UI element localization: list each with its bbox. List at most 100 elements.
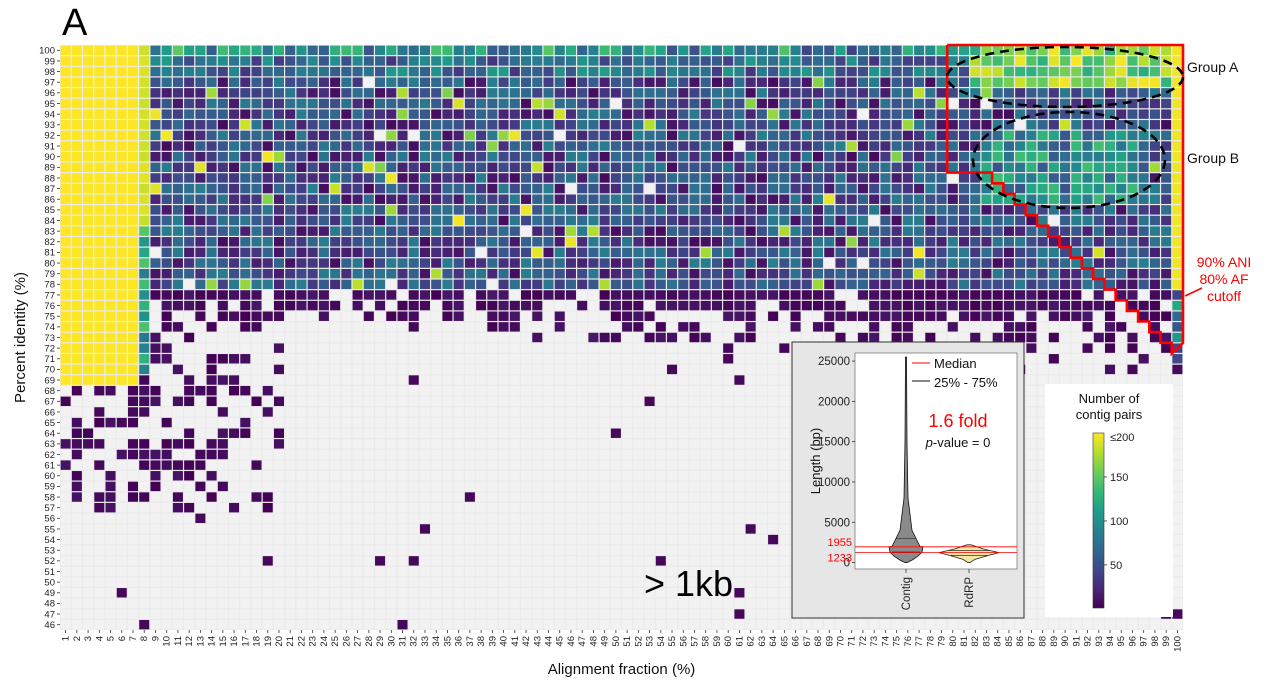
heatmap-cell [476, 247, 487, 258]
heatmap-cell [588, 290, 599, 300]
heatmap-cell [588, 322, 599, 332]
heatmap-cell [992, 162, 1003, 173]
heatmap-cell [599, 162, 610, 173]
heatmap-cell [296, 45, 307, 56]
heatmap-cell [970, 173, 981, 183]
heatmap-cell [711, 439, 722, 449]
heatmap-cell [487, 343, 498, 353]
heatmap-cell [1060, 130, 1071, 141]
heatmap-cell [195, 471, 206, 481]
heatmap-cell [206, 66, 217, 77]
heatmap-cell [509, 194, 520, 204]
heatmap-cell [296, 268, 307, 279]
heatmap-cell [981, 151, 992, 162]
heatmap-cell [1104, 332, 1116, 343]
heatmap-cell [1149, 130, 1160, 141]
heatmap-cell [1026, 237, 1037, 247]
heatmap-cell [509, 141, 520, 151]
heatmap-cell [565, 471, 576, 481]
heatmap-cell [947, 88, 958, 98]
heatmap-cell [71, 375, 82, 385]
heatmap-cell [341, 407, 352, 417]
heatmap-cell [644, 311, 655, 321]
heatmap-cell [386, 396, 397, 407]
heatmap-cell [116, 120, 127, 130]
heatmap-cell [959, 332, 970, 343]
heatmap-cell [790, 77, 801, 87]
heatmap-cell [195, 141, 206, 151]
heatmap-cell [116, 194, 127, 204]
heatmap-cell [880, 77, 891, 87]
heatmap-cell [891, 205, 902, 215]
heatmap-cell [1172, 56, 1183, 66]
heatmap-cell [521, 407, 532, 417]
heatmap-cell [599, 375, 610, 385]
heatmap-cell [1161, 226, 1172, 236]
heatmap-cell [947, 162, 958, 173]
heatmap-cell [577, 439, 588, 449]
heatmap-cell [1093, 77, 1104, 87]
heatmap-cell [577, 205, 588, 215]
heatmap-cell [341, 343, 352, 353]
heatmap-cell [655, 332, 666, 343]
heatmap-cell [700, 300, 711, 311]
heatmap-cell [588, 237, 599, 247]
heatmap-cell [925, 268, 936, 279]
heatmap-cell [60, 471, 71, 481]
heatmap-cell [891, 162, 902, 173]
heatmap-cell [846, 183, 857, 194]
heatmap-cell [914, 279, 925, 290]
heatmap-cell [431, 141, 442, 151]
heatmap-cell [756, 481, 767, 492]
heatmap-cell [453, 471, 464, 481]
heatmap-cell [71, 268, 82, 279]
heatmap-cell [936, 141, 947, 151]
heatmap-cell [577, 237, 588, 247]
heatmap-cell [240, 247, 251, 258]
heatmap-cell [419, 215, 430, 226]
heatmap-cell [801, 194, 812, 204]
heatmap-cell [273, 524, 284, 534]
heatmap-cell [184, 417, 195, 428]
heatmap-cell [880, 322, 891, 332]
heatmap-cell [1048, 45, 1059, 56]
heatmap-cell [318, 396, 329, 407]
heatmap-cell [105, 290, 116, 300]
heatmap-cell [824, 290, 835, 300]
heatmap-cell [217, 407, 228, 417]
heatmap-cell [352, 513, 363, 524]
heatmap-cell [981, 173, 992, 183]
heatmap-cell [846, 279, 857, 290]
heatmap-cell [992, 322, 1003, 332]
heatmap-cell [172, 343, 183, 353]
heatmap-cell [711, 332, 722, 343]
heatmap-cell [240, 439, 251, 449]
heatmap-cell [105, 502, 116, 513]
heatmap-cell [1127, 258, 1138, 268]
heatmap-cell [408, 545, 419, 555]
heatmap-cell [846, 268, 857, 279]
heatmap-cell [184, 66, 195, 77]
heatmap-cell [161, 449, 172, 460]
heatmap-cell [992, 268, 1003, 279]
heatmap-cell [1060, 66, 1071, 77]
heatmap-cell [813, 173, 824, 183]
heatmap-cell [330, 492, 341, 502]
heatmap-cell [83, 45, 94, 56]
heatmap-cell [442, 396, 453, 407]
heatmap-cell [880, 109, 891, 119]
heatmap-cell [464, 183, 475, 194]
heatmap-cell [386, 88, 397, 98]
heatmap-cell [622, 322, 633, 332]
heatmap-cell [184, 268, 195, 279]
heatmap-cell [1127, 354, 1138, 364]
heatmap-cell [487, 290, 498, 300]
heatmap-cell [756, 524, 767, 534]
heatmap-cell [532, 513, 543, 524]
heatmap-cell [285, 56, 296, 66]
heatmap-cell [240, 502, 251, 513]
heatmap-cell [229, 151, 240, 162]
heatmap-cell [464, 258, 475, 268]
heatmap-cell [846, 226, 857, 236]
heatmap-cell [1104, 162, 1116, 173]
